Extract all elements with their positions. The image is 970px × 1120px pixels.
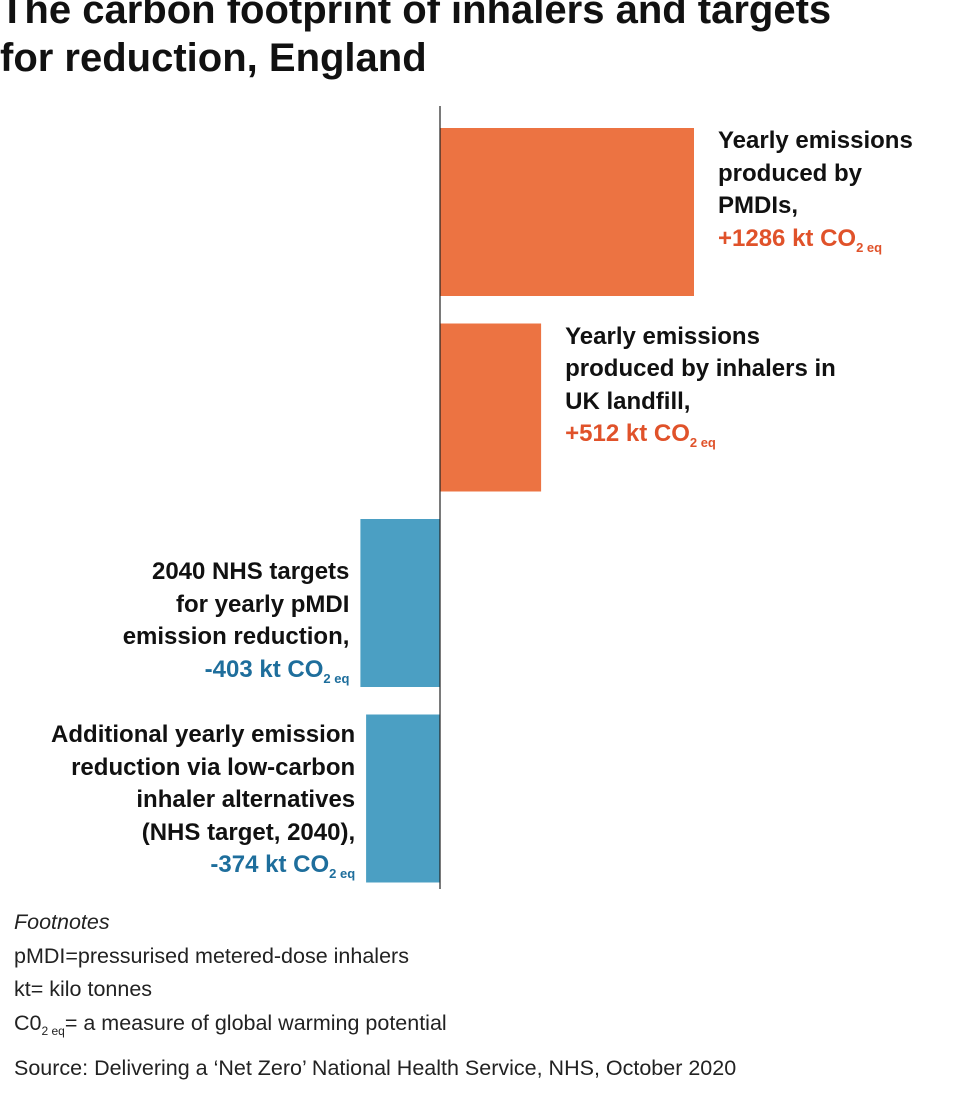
footnote-co2eq: C02 eq= a measure of global warming pote… <box>14 1007 447 1041</box>
bar-label-line: UK landfill, <box>565 387 691 415</box>
chart-title-line-1: The carbon footprint of inhalers and tar… <box>0 0 832 32</box>
bar-label-line: reduction via low-carbon <box>71 753 356 781</box>
bar-label-line: Yearly emissions <box>565 322 760 350</box>
data-label-value-subscript: 2 eq <box>329 866 356 881</box>
data-label-value: -374 kt CO2 eq <box>51 849 355 882</box>
bar-label-line: Additional yearly emission <box>51 721 356 748</box>
bar-low-carbon-alternatives <box>366 714 440 883</box>
bar-label-line: produced by inhalers in <box>565 355 836 382</box>
bar-label-line: produced by <box>718 159 863 187</box>
bar-label-low-carbon-alternatives: Additional yearly emission reduction via… <box>51 719 355 882</box>
footnotes-heading: Footnotes <box>14 910 110 934</box>
bar-nhs-target-reduction <box>360 519 440 687</box>
bar-label-line: Yearly emissions <box>718 127 913 154</box>
bar-label-line: 2040 NHS targets <box>151 558 350 585</box>
data-label-value-subscript: 2 eq <box>856 239 883 255</box>
bar-chart <box>360 106 694 889</box>
data-label-value: -403 kt CO2 eq <box>123 654 350 687</box>
bar-pmdi-emissions <box>440 128 694 296</box>
data-label-value-main: -403 kt CO <box>204 655 324 683</box>
bar-label-line: PMDIs, <box>718 192 799 219</box>
chart-title-line-2: for reduction, England <box>0 36 427 80</box>
bar-label-line: (NHS target, 2040), <box>141 818 356 846</box>
footnote-kt: kt= kilo tonnes <box>14 977 153 1001</box>
footnote-co2eq-rest: = a measure of global warming potential <box>64 1010 447 1035</box>
bar-landfill-emissions <box>440 323 542 492</box>
data-label-value-subscript: 2 eq <box>323 670 350 686</box>
footnotes: Footnotes pMDI=pressurised metered-dose … <box>14 906 447 1040</box>
source-note: Source: Delivering a ‘Net Zero’ National… <box>14 1056 737 1080</box>
data-label-value-main: +512 kt CO <box>565 420 690 447</box>
data-label-value: +1286 kt CO2 eq <box>718 223 913 256</box>
data-label-value-main: -374 kt CO <box>210 851 330 878</box>
data-label-value-main: +1286 kt CO <box>718 224 857 252</box>
footnote-co2eq-subscript: 2 eq <box>41 1023 65 1038</box>
bar-label-line: emission reduction, <box>122 623 350 650</box>
footnote-pmdi: pMDI=pressurised metered-dose inhalers <box>14 943 409 968</box>
bars-group <box>360 128 694 883</box>
footnote-co2eq-main: C0 <box>14 1010 42 1035</box>
data-label-value: +512 kt CO2 eq <box>565 418 836 451</box>
bar-label-landfill-emissions: Yearly emissions produced by inhalers in… <box>565 321 836 451</box>
chart-title: The carbon footprint of inhalers and tar… <box>0 0 960 82</box>
bar-label-line: for yearly pMDI <box>176 590 350 618</box>
bar-label-pmdi-emissions: Yearly emissions produced by PMDIs, +128… <box>718 125 913 255</box>
bar-label-line: inhaler alternatives <box>136 786 356 813</box>
data-label-value-subscript: 2 eq <box>689 435 716 450</box>
bar-label-nhs-target-reduction: 2040 NHS targets for yearly pMDI emissio… <box>123 556 350 686</box>
